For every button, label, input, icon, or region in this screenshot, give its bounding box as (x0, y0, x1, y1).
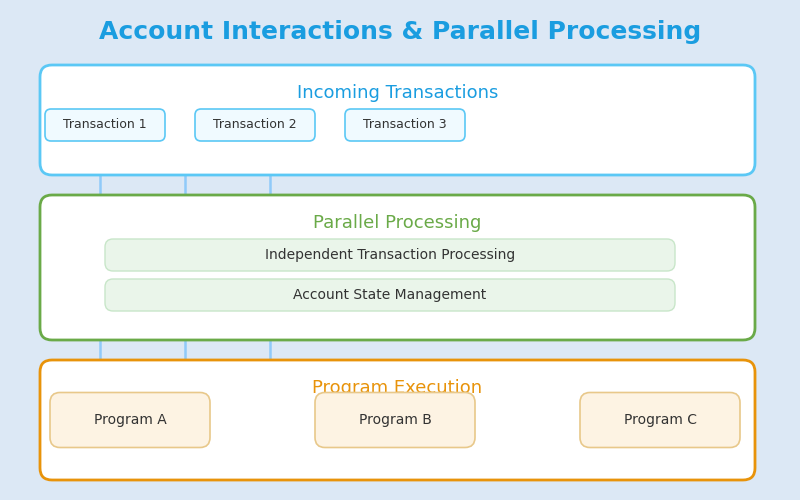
FancyBboxPatch shape (195, 109, 315, 141)
Text: Program Execution: Program Execution (313, 379, 482, 397)
FancyBboxPatch shape (105, 239, 675, 271)
Text: Transaction 3: Transaction 3 (363, 118, 447, 132)
FancyBboxPatch shape (40, 65, 755, 175)
FancyBboxPatch shape (45, 109, 165, 141)
Text: Transaction 1: Transaction 1 (63, 118, 147, 132)
FancyBboxPatch shape (40, 360, 755, 480)
Text: Account State Management: Account State Management (294, 288, 486, 302)
FancyBboxPatch shape (40, 195, 755, 340)
FancyBboxPatch shape (580, 392, 740, 448)
Text: Independent Transaction Processing: Independent Transaction Processing (265, 248, 515, 262)
FancyBboxPatch shape (50, 392, 210, 448)
Text: Incoming Transactions: Incoming Transactions (297, 84, 498, 102)
Text: Parallel Processing: Parallel Processing (314, 214, 482, 232)
FancyBboxPatch shape (105, 279, 675, 311)
FancyBboxPatch shape (315, 392, 475, 448)
Text: Account Interactions & Parallel Processing: Account Interactions & Parallel Processi… (99, 20, 701, 44)
Text: Program B: Program B (358, 413, 431, 427)
Text: Program C: Program C (623, 413, 697, 427)
FancyBboxPatch shape (345, 109, 465, 141)
Text: Program A: Program A (94, 413, 166, 427)
Text: Transaction 2: Transaction 2 (213, 118, 297, 132)
